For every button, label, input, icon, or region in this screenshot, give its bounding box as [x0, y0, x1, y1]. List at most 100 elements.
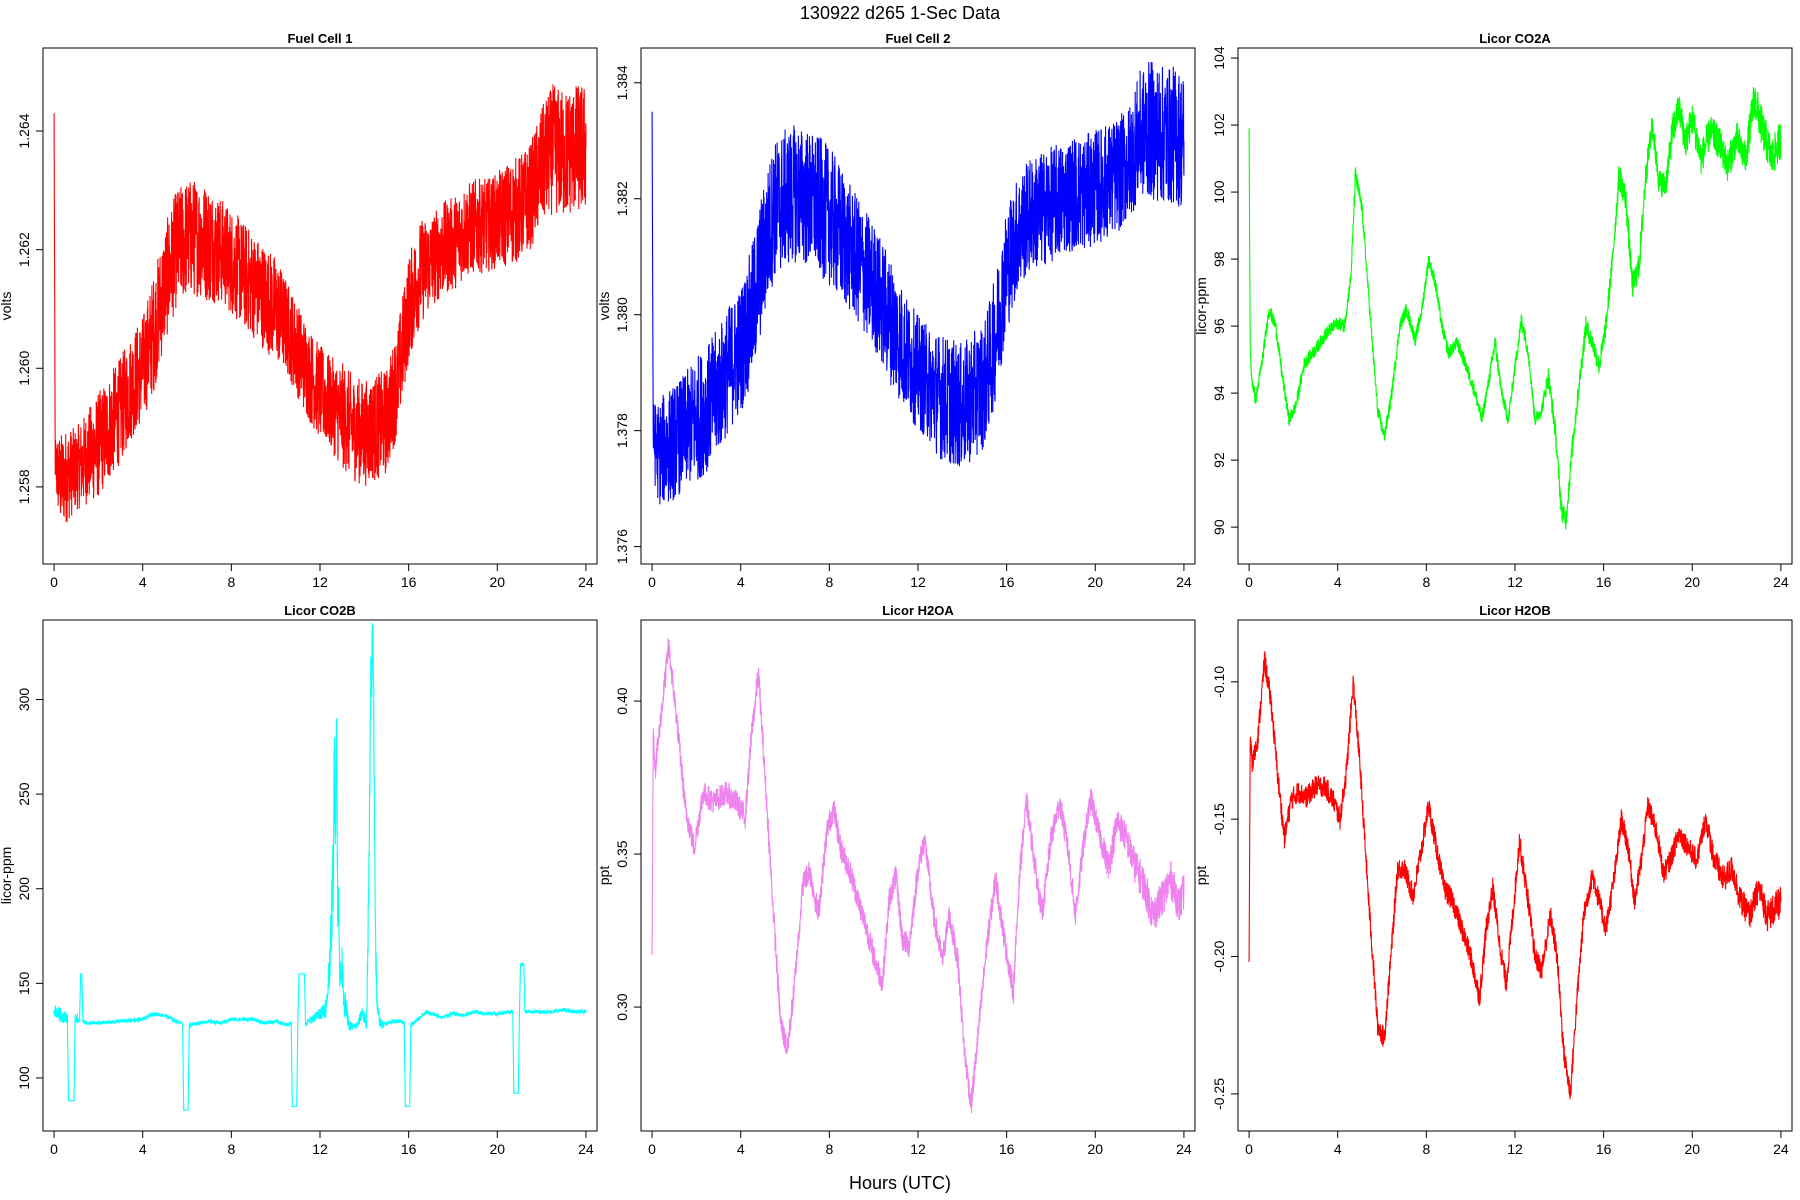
x-tick-label: 20	[489, 1141, 505, 1157]
x-tick-label: 12	[312, 1141, 328, 1157]
x-tick-label: 8	[1422, 1141, 1430, 1157]
x-tick-label: 0	[50, 574, 58, 590]
panel-title: Licor H2OB	[1479, 603, 1551, 618]
y-tick-label: -0.10	[1211, 666, 1227, 698]
x-tick-label: 16	[999, 1141, 1015, 1157]
y-tick-label: 1.264	[16, 113, 32, 148]
panel-title: Fuel Cell 1	[287, 31, 352, 46]
panel-1: Fuel Cell 1 0 4 8 12 16 20 24 1.258 1.260 1.262 1.2…	[0, 31, 598, 590]
x-tick-label: 8	[227, 1141, 235, 1157]
y-tick-label: 200	[16, 877, 32, 901]
x-tick-label: 24	[578, 1141, 594, 1157]
y-tick-label: 100	[1211, 180, 1227, 204]
x-tick-label: 20	[1684, 574, 1700, 590]
panels: Fuel Cell 1 0 4 8 12 16 20 24 1.258 1.260 1.262 1.2…	[0, 31, 1793, 1157]
x-tick-label: 20	[489, 574, 505, 590]
x-tick-label: 20	[1087, 1141, 1103, 1157]
x-tick-label: 4	[1334, 1141, 1342, 1157]
x-tick-label: 4	[737, 1141, 745, 1157]
x-tick-label: 0	[50, 1141, 58, 1157]
y-tick-label: 102	[1211, 113, 1227, 137]
y-tick-label: 1.262	[16, 232, 32, 267]
x-tick-label: 4	[737, 574, 745, 590]
y-tick-label: -0.20	[1211, 940, 1227, 972]
y-tick-label: 104	[1211, 46, 1227, 70]
y-tick-label: 92	[1211, 452, 1227, 468]
y-tick-label: 100	[16, 1066, 32, 1090]
panel-title: Licor H2OA	[882, 603, 954, 618]
x-tick-label: 12	[312, 574, 328, 590]
y-tick-label: 1.258	[16, 469, 32, 504]
data-series-line	[53, 622, 587, 1111]
y-axis-label: ppt	[1193, 866, 1209, 886]
data-series-line	[651, 638, 1185, 1114]
x-tick-label: 12	[1507, 1141, 1523, 1157]
data-series-line	[1248, 87, 1782, 530]
data-series-line	[1248, 651, 1782, 1101]
x-tick-label: 8	[1422, 574, 1430, 590]
y-tick-label: 250	[16, 782, 32, 806]
panel-4: Licor CO2B 0 4 8 12 16 20 24 100 150 200 250 300 lico…	[0, 603, 598, 1157]
y-axis-label: licor-ppm	[1193, 277, 1209, 335]
x-tick-label: 24	[1176, 574, 1192, 590]
y-tick-label: 1.382	[614, 181, 630, 216]
x-tick-label: 16	[999, 574, 1015, 590]
data-series-line	[651, 62, 1185, 505]
y-tick-label: 1.380	[614, 297, 630, 332]
x-axis-label: Hours (UTC)	[849, 1173, 951, 1193]
y-tick-label: 0.35	[614, 840, 630, 867]
x-tick-label: 12	[910, 574, 926, 590]
x-tick-label: 0	[648, 1141, 656, 1157]
y-tick-label: 90	[1211, 519, 1227, 535]
y-axis-label: volts	[596, 292, 612, 321]
y-tick-label: -0.15	[1211, 803, 1227, 835]
panel-3: Licor CO2A 0 4 8 12 16 20 24 90 92 94 96 98 100 102 104…	[1193, 31, 1793, 590]
x-tick-label: 16	[1596, 574, 1612, 590]
x-tick-label: 20	[1684, 1141, 1700, 1157]
panel-title: Licor CO2B	[284, 603, 356, 618]
y-tick-label: 0.40	[614, 687, 630, 714]
x-tick-label: 16	[401, 1141, 417, 1157]
panel-title: Licor CO2A	[1479, 31, 1551, 46]
x-tick-label: 24	[578, 574, 594, 590]
x-tick-label: 0	[1245, 574, 1253, 590]
x-tick-label: 4	[139, 1141, 147, 1157]
y-tick-label: 98	[1211, 251, 1227, 267]
plot-frame	[640, 47, 1196, 565]
y-tick-label: -0.25	[1211, 1078, 1227, 1110]
y-tick-label: 1.376	[614, 529, 630, 564]
x-tick-label: 12	[1507, 574, 1523, 590]
x-tick-label: 8	[825, 574, 833, 590]
panel-6: Licor H2OB 0 4 8 12 16 20 24 -0.25 -0.20 -0.15 -0.1…	[1193, 603, 1793, 1157]
y-tick-label: 0.30	[614, 993, 630, 1020]
x-tick-label: 20	[1087, 574, 1103, 590]
x-tick-label: 24	[1773, 574, 1789, 590]
y-axis-label: volts	[0, 292, 14, 321]
x-tick-label: 4	[139, 574, 147, 590]
panel-2: Fuel Cell 2 0 4 8 12 16 20 24 1.376 1.378 1.380 1.3…	[596, 31, 1196, 590]
data-series-line	[53, 84, 587, 523]
y-tick-label: 1.260	[16, 351, 32, 386]
x-tick-label: 12	[910, 1141, 926, 1157]
y-axis-label: ppt	[596, 866, 612, 886]
plot-frame	[1237, 619, 1793, 1132]
plot-frame	[42, 47, 598, 565]
y-axis-label: licor-ppm	[0, 847, 14, 905]
y-tick-label: 96	[1211, 318, 1227, 334]
figure-title: 130922 d265 1-Sec Data	[800, 3, 1001, 23]
x-tick-label: 4	[1334, 574, 1342, 590]
panel-title: Fuel Cell 2	[885, 31, 950, 46]
x-tick-label: 16	[401, 574, 417, 590]
y-tick-label: 1.384	[614, 65, 630, 100]
x-tick-label: 8	[227, 574, 235, 590]
x-tick-label: 24	[1773, 1141, 1789, 1157]
y-tick-label: 94	[1211, 385, 1227, 401]
y-tick-label: 300	[16, 688, 32, 712]
x-tick-label: 0	[648, 574, 656, 590]
x-tick-label: 8	[825, 1141, 833, 1157]
panel-5: Licor H2OA 0 4 8 12 16 20 24 0.30 0.35 0.40 ppt	[596, 603, 1196, 1157]
x-tick-label: 0	[1245, 1141, 1253, 1157]
y-tick-label: 150	[16, 971, 32, 995]
y-tick-label: 1.378	[614, 413, 630, 448]
